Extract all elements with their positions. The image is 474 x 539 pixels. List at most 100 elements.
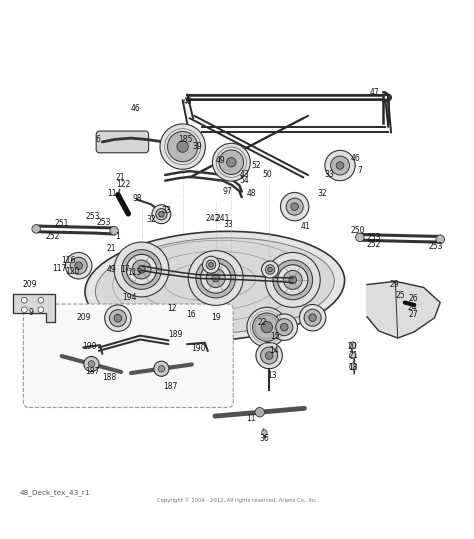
- Circle shape: [167, 132, 198, 162]
- Circle shape: [154, 361, 169, 376]
- Circle shape: [330, 156, 349, 175]
- Circle shape: [110, 226, 118, 235]
- Circle shape: [356, 233, 364, 241]
- Circle shape: [88, 361, 95, 368]
- Text: 252: 252: [46, 232, 60, 241]
- Text: 253: 253: [86, 212, 100, 221]
- Circle shape: [21, 307, 27, 313]
- Circle shape: [436, 235, 445, 244]
- Text: 185: 185: [178, 135, 192, 144]
- Text: 20: 20: [348, 342, 357, 350]
- Circle shape: [207, 270, 224, 287]
- Circle shape: [283, 271, 302, 289]
- Text: 122: 122: [117, 180, 131, 189]
- Circle shape: [158, 365, 164, 372]
- Text: 97: 97: [223, 187, 232, 196]
- Text: 252: 252: [367, 240, 381, 250]
- Circle shape: [265, 352, 273, 360]
- Text: 24: 24: [407, 303, 417, 312]
- Text: 9: 9: [29, 308, 34, 317]
- Text: 114: 114: [107, 189, 121, 198]
- Text: 17: 17: [120, 265, 130, 274]
- Circle shape: [276, 319, 293, 336]
- Text: 49: 49: [216, 156, 225, 165]
- Text: 189: 189: [168, 330, 183, 339]
- Text: 16: 16: [186, 310, 195, 319]
- Circle shape: [196, 258, 236, 298]
- Text: 48: 48: [246, 189, 256, 198]
- Text: 15: 15: [270, 332, 280, 341]
- Text: 116: 116: [61, 255, 75, 265]
- Text: 21: 21: [106, 244, 116, 253]
- Text: 19: 19: [211, 313, 220, 322]
- Ellipse shape: [85, 231, 345, 341]
- Circle shape: [206, 260, 216, 270]
- Text: 46: 46: [350, 154, 360, 163]
- Text: 52: 52: [251, 161, 261, 170]
- Circle shape: [273, 260, 313, 300]
- Circle shape: [75, 262, 82, 270]
- Circle shape: [256, 342, 283, 369]
- Text: 32: 32: [146, 216, 156, 224]
- Circle shape: [114, 314, 122, 322]
- Circle shape: [304, 309, 321, 326]
- Text: 36: 36: [260, 434, 269, 443]
- Polygon shape: [367, 281, 440, 338]
- Text: 6: 6: [95, 135, 100, 144]
- Text: 13: 13: [268, 371, 277, 381]
- Text: 251: 251: [54, 219, 68, 227]
- Circle shape: [158, 211, 164, 217]
- Circle shape: [177, 141, 188, 153]
- Circle shape: [32, 225, 40, 233]
- Text: 18: 18: [348, 363, 357, 372]
- Text: 98: 98: [133, 194, 143, 203]
- Circle shape: [268, 267, 273, 272]
- Text: 190: 190: [191, 344, 206, 354]
- Text: 1: 1: [116, 232, 120, 241]
- Text: 32: 32: [317, 189, 327, 198]
- Text: 190: 190: [82, 342, 97, 350]
- Text: 22: 22: [257, 318, 267, 327]
- Circle shape: [265, 252, 320, 307]
- Circle shape: [291, 203, 299, 210]
- Text: 187: 187: [86, 367, 100, 376]
- Circle shape: [201, 263, 231, 293]
- Circle shape: [349, 363, 356, 370]
- Text: 14: 14: [269, 346, 279, 355]
- Circle shape: [132, 260, 151, 279]
- Circle shape: [271, 314, 298, 341]
- Polygon shape: [330, 161, 355, 172]
- Circle shape: [261, 321, 273, 333]
- Circle shape: [109, 310, 127, 327]
- Text: 33: 33: [161, 206, 171, 215]
- Text: 253: 253: [428, 243, 443, 251]
- Circle shape: [133, 261, 150, 278]
- Circle shape: [281, 192, 309, 221]
- Circle shape: [227, 157, 236, 167]
- Circle shape: [188, 251, 243, 306]
- Circle shape: [156, 209, 167, 220]
- Circle shape: [38, 298, 44, 303]
- Text: 27: 27: [409, 310, 418, 319]
- FancyBboxPatch shape: [96, 131, 149, 153]
- Circle shape: [309, 314, 317, 321]
- Text: 11: 11: [246, 414, 256, 423]
- Text: 48: 48: [182, 97, 192, 106]
- Text: 241: 241: [216, 214, 230, 223]
- Polygon shape: [12, 294, 55, 322]
- Circle shape: [138, 266, 146, 273]
- Circle shape: [212, 274, 219, 282]
- Text: 7: 7: [357, 166, 362, 175]
- Circle shape: [300, 305, 326, 331]
- Text: 26: 26: [409, 294, 418, 303]
- Text: 48_Deck_tex_43_r1: 48_Deck_tex_43_r1: [19, 489, 90, 496]
- Text: 49: 49: [107, 265, 117, 274]
- Text: 253: 253: [97, 218, 111, 227]
- Circle shape: [262, 261, 279, 278]
- Text: 39: 39: [192, 142, 202, 151]
- Circle shape: [21, 298, 27, 303]
- Circle shape: [261, 347, 278, 364]
- Text: 47: 47: [369, 88, 379, 97]
- Circle shape: [70, 257, 87, 274]
- Text: 46: 46: [130, 105, 140, 113]
